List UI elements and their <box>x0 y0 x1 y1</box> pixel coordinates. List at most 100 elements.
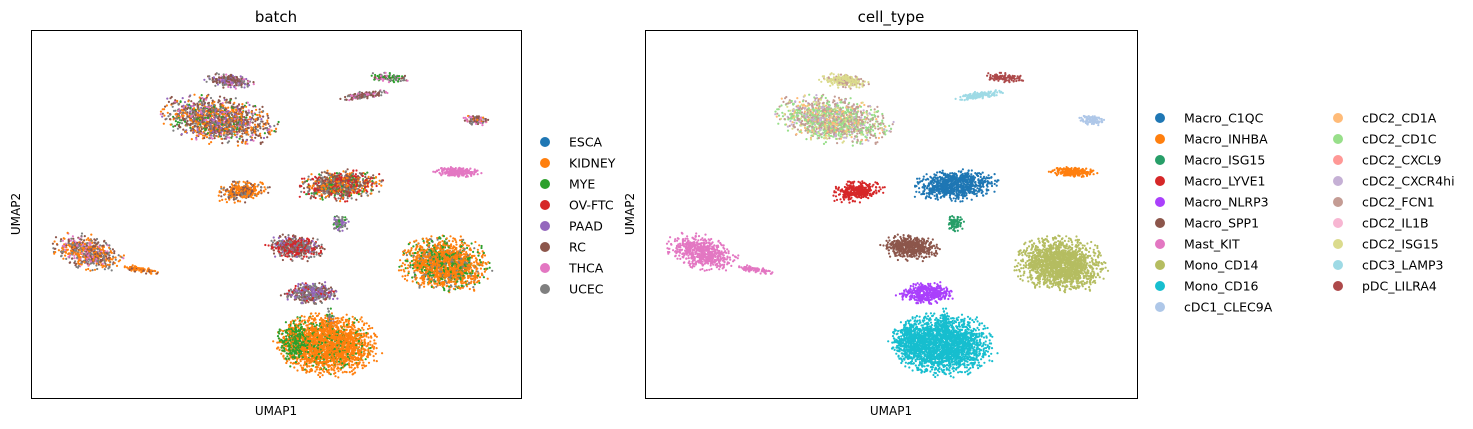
scatter-point <box>245 128 247 130</box>
scatter-point <box>244 123 246 125</box>
scatter-point <box>216 112 218 114</box>
scatter-point <box>215 73 217 75</box>
scatter-point <box>61 255 63 257</box>
scatter-point <box>374 76 376 78</box>
scatter-point <box>112 256 114 258</box>
scatter-point <box>206 113 208 115</box>
scatter-point <box>323 190 325 192</box>
scatter-point <box>379 180 381 182</box>
scatter-point <box>259 111 261 113</box>
scatter-point <box>357 179 359 181</box>
scatter-point <box>233 194 235 196</box>
scatter-point <box>238 192 240 194</box>
scatter-point <box>352 177 354 179</box>
scatter-point <box>477 173 479 175</box>
scatter-point <box>332 298 334 300</box>
scatter-point <box>87 264 89 266</box>
scatter-point <box>268 129 270 131</box>
scatter-point <box>340 177 342 179</box>
scatter-point <box>340 198 342 200</box>
scatter-point <box>186 122 188 124</box>
scatter-point <box>438 169 440 171</box>
scatter-point <box>386 75 388 77</box>
scatter-point <box>291 254 293 256</box>
scatter-point <box>116 265 118 267</box>
scatter-point <box>249 136 251 138</box>
scatter-point <box>223 134 225 136</box>
scatter-point <box>269 133 271 135</box>
scatter-point <box>238 108 240 110</box>
scatter-point <box>331 173 333 175</box>
scatter-point <box>62 245 64 247</box>
scatter-point <box>187 116 189 118</box>
scatter-point <box>273 239 275 241</box>
scatter-point <box>97 241 99 243</box>
scatter-point <box>112 263 114 265</box>
scatter-point <box>194 130 196 132</box>
scatter-point <box>96 263 98 265</box>
scatter-point <box>214 85 216 87</box>
scatter-point <box>174 125 176 127</box>
scatter-point <box>217 109 219 111</box>
scatter-point <box>321 193 323 195</box>
scatter-point <box>463 117 465 119</box>
scatter-point <box>192 111 194 113</box>
scatter-point <box>98 246 100 248</box>
scatter-point <box>263 190 265 192</box>
scatter-point <box>234 202 236 204</box>
scatter-point <box>211 108 213 110</box>
scatter-point <box>52 247 54 249</box>
scatter-point <box>225 108 227 110</box>
scatter-point <box>295 252 297 254</box>
scatter-point <box>223 118 225 120</box>
scatter-point <box>105 255 107 257</box>
scatter-point <box>189 111 191 113</box>
scatter-point <box>300 249 302 251</box>
scatter-point <box>224 138 226 140</box>
scatter-point <box>97 253 99 255</box>
scatter-point <box>463 170 465 172</box>
scatter-point <box>233 102 235 104</box>
scatter-point <box>252 115 254 117</box>
scatter-point <box>211 115 213 117</box>
scatter-point <box>308 193 310 195</box>
scatter-point <box>329 298 331 300</box>
scatter-point <box>319 255 321 257</box>
scatter-point <box>206 95 208 97</box>
scatter-point <box>193 121 195 123</box>
scatter-point <box>360 184 362 186</box>
scatter-point <box>229 102 231 104</box>
scatter-point <box>464 120 466 122</box>
scatter-point <box>65 252 67 254</box>
scatter-point <box>351 197 353 199</box>
scatter-point <box>297 285 299 287</box>
scatter-point <box>315 188 317 190</box>
scatter-point <box>230 112 232 114</box>
scatter-point <box>336 179 338 181</box>
scatter-point <box>83 253 85 255</box>
scatter-point <box>189 107 191 109</box>
scatter-point <box>187 100 189 102</box>
scatter-point <box>102 252 104 254</box>
scatter-point <box>221 118 223 120</box>
scatter-point <box>305 244 307 246</box>
scatter-point <box>309 246 311 248</box>
scatter-point <box>314 176 316 178</box>
scatter-point <box>210 141 212 143</box>
scatter-point <box>239 122 241 124</box>
scatter-point <box>105 242 107 244</box>
scatter-point <box>364 95 366 97</box>
scatter-point <box>344 200 346 202</box>
scatter-point <box>469 122 471 124</box>
scatter-point <box>280 294 282 296</box>
scatter-point <box>177 115 179 117</box>
scatter-point <box>308 176 310 178</box>
scatter-point <box>61 247 63 249</box>
scatter-point <box>327 195 329 197</box>
scatter-point <box>345 170 347 172</box>
scatter-point <box>316 180 318 182</box>
scatter-point <box>189 124 191 126</box>
scatter-point <box>400 80 402 82</box>
scatter-point <box>354 96 356 98</box>
scatter-point <box>104 265 106 267</box>
